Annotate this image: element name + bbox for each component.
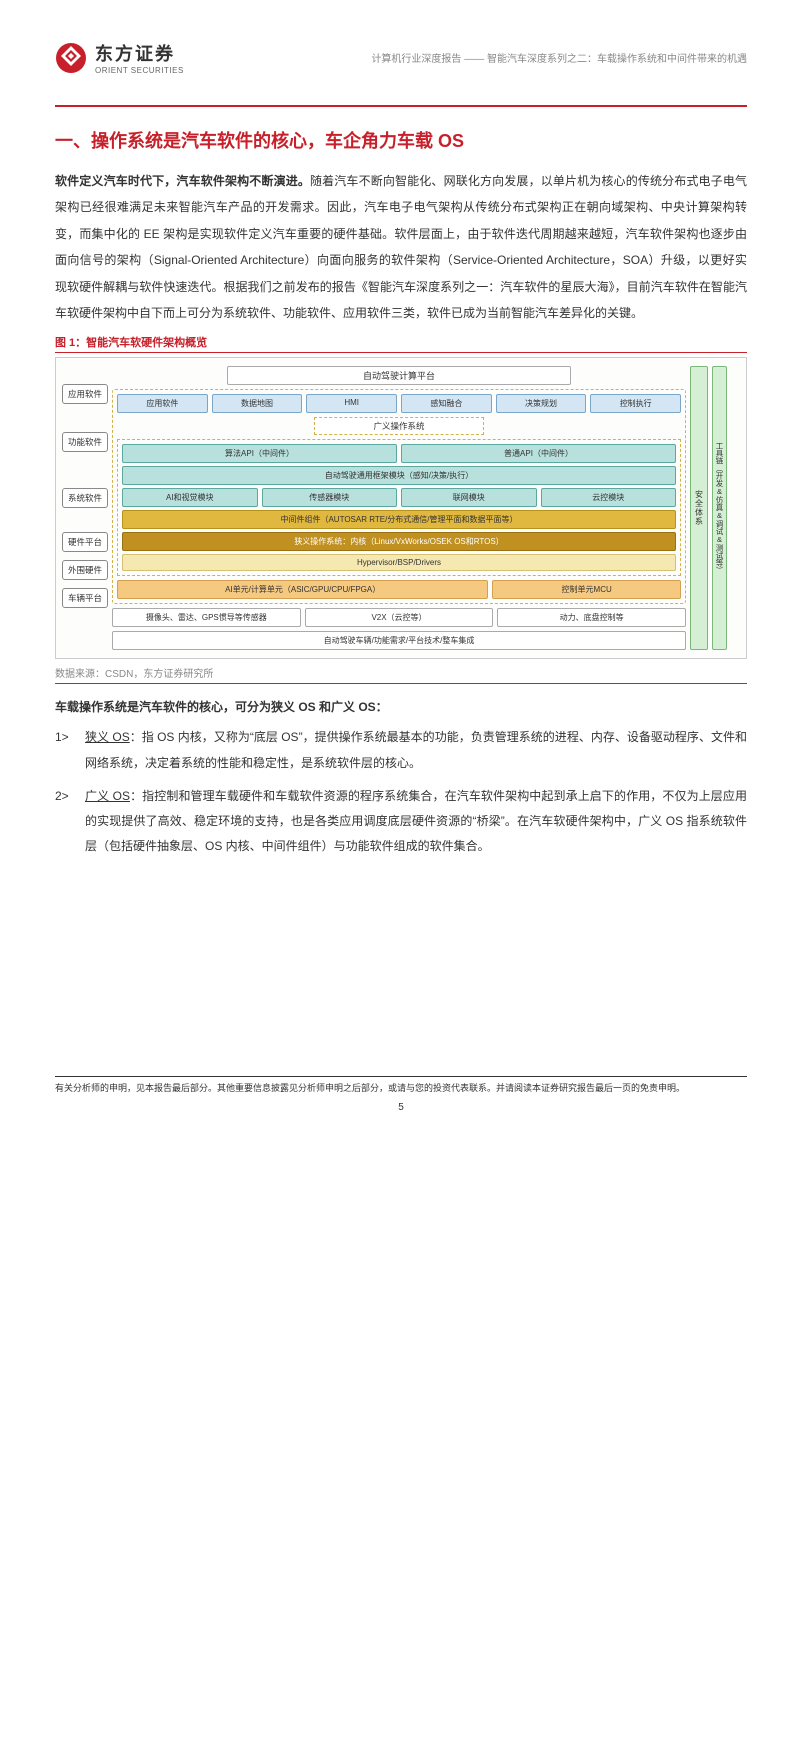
section-title: 一、操作系统是汽车软件的核心，车企角力车载 OS (55, 127, 747, 153)
figure-1-title: 图 1：智能汽车软硬件架构概览 (55, 334, 747, 353)
app-box: 决策规划 (496, 394, 587, 413)
page-header: 东方证券 ORIENT SECURITIES 计算机行业深度报告 —— 智能汽车… (55, 40, 747, 75)
func-box: 传感器模块 (262, 488, 398, 507)
logo-text-cn: 东方证券 (95, 40, 184, 66)
label-hw: 硬件平台 (62, 532, 108, 552)
func-box: AI和视觉模块 (122, 488, 258, 507)
list-item-2: 2> 广义 OS：指控制和管理车载硬件和车载软件资源的程序系统集合，在汽车软件架… (55, 784, 747, 860)
func-box: 联网模块 (401, 488, 537, 507)
para1-body: 随着汽车不断向智能化、网联化方向发展，以单片机为核心的传统分布式电子电气架构已经… (55, 174, 747, 320)
footer-disclaimer: 有关分析师的申明，见本报告最后部分。其他重要信息披露见分析师申明之后部分，或请与… (55, 1081, 747, 1094)
label-veh: 车辆平台 (62, 588, 108, 608)
ext-box: 动力、底盘控制等 (497, 608, 686, 627)
platform-title: 自动驾驶计算平台 (227, 366, 571, 385)
page-number: 5 (55, 1102, 747, 1113)
func-row-3: AI和视觉模块 传感器模块 联网模块 云控模块 (122, 488, 676, 507)
diagram-right-col-1: 安全体系 (690, 366, 708, 650)
list-num: 1> (55, 725, 75, 775)
list-underline: 狭义 OS (85, 730, 130, 744)
toolchain-col: 工具链（开发&仿真&调试&测试等） (712, 366, 727, 650)
app-row: 应用软件 数据地图 HMI 感知融合 决策规划 控制执行 (117, 394, 681, 413)
logo-text-en: ORIENT SECURITIES (95, 66, 184, 75)
figure-1-source: 数据来源：CSDN，东方证券研究所 (55, 665, 747, 684)
sys-row-1: 中间件组件（AUTOSAR RTE/分布式通信/管理平面和数据平面等） (122, 510, 676, 529)
list-item-1: 1> 狭义 OS：指 OS 内核，又称为“底层 OS”，提供操作系统最基本的功能… (55, 725, 747, 775)
header-subtitle: 计算机行业深度报告 —— 智能汽车深度系列之二：车载操作系统和中间件带来的机遇 (371, 50, 747, 65)
diagram-main: 自动驾驶计算平台 应用软件 数据地图 HMI 感知融合 决策规划 控制执行 广义… (112, 366, 686, 650)
page-footer: 有关分析师的申明，见本报告最后部分。其他重要信息披露见分析师申明之后部分，或请与… (55, 1076, 747, 1113)
app-box: 应用软件 (117, 394, 208, 413)
top-red-rule (55, 105, 747, 107)
func-box: 云控模块 (541, 488, 677, 507)
hw-row: AI单元/计算单元（ASIC/GPU/CPU/FPGA） 控制单元MCU (117, 580, 681, 599)
app-box: 感知融合 (401, 394, 492, 413)
diagram-row-labels: 应用软件 功能软件 系统软件 硬件平台 外围硬件 车辆平台 (62, 366, 108, 650)
list-num: 2> (55, 784, 75, 860)
ext-row: 摄像头、雷达、GPS惯导等传感器 V2X（云控等） 动力、底盘控制等 (112, 608, 686, 627)
logo-icon (55, 42, 87, 74)
sys-row-3: Hypervisor/BSP/Drivers (122, 554, 676, 571)
figure-1-diagram: 应用软件 功能软件 系统软件 硬件平台 外围硬件 车辆平台 自动驾驶计算平台 应… (55, 357, 747, 659)
paragraph-1: 软件定义汽车时代下，汽车软件架构不断演进。随着汽车不断向智能化、网联化方向发展，… (55, 168, 747, 326)
app-box: HMI (306, 394, 397, 413)
app-box: 控制执行 (590, 394, 681, 413)
hw-box: 控制单元MCU (492, 580, 681, 599)
app-box: 数据地图 (212, 394, 303, 413)
label-func: 功能软件 (62, 432, 108, 452)
ext-box: 摄像头、雷达、GPS惯导等传感器 (112, 608, 301, 627)
func-row-1: 算法API（中间件） 普通API（中间件） (122, 444, 676, 463)
label-sys: 系统软件 (62, 488, 108, 508)
para1-bold: 软件定义汽车时代下，汽车软件架构不断演进。 (55, 174, 310, 188)
gy-os-wrap: 算法API（中间件） 普通API（中间件） 自动驾驶通用框架模块（感知/决策/执… (117, 439, 681, 576)
gy-os-title: 广义操作系统 (314, 417, 483, 435)
list-text: ：指 OS 内核，又称为“底层 OS”，提供操作系统最基本的功能，负责管理系统的… (85, 730, 747, 769)
platform-wrap: 应用软件 数据地图 HMI 感知融合 决策规划 控制执行 广义操作系统 算法AP… (112, 389, 686, 604)
sys-row-2: 狭义操作系统：内核（Linux/VxWorks/OSEK OS和RTOS） (122, 532, 676, 551)
veh-row: 自动驾驶车辆/功能需求/平台技术/整车集成 (112, 631, 686, 650)
list-text: ：指控制和管理车载硬件和车载软件资源的程序系统集合，在汽车软件架构中起到承上启下… (85, 789, 747, 853)
func-row-2: 自动驾驶通用框架模块（感知/决策/执行） (122, 466, 676, 485)
logo: 东方证券 ORIENT SECURITIES (55, 40, 184, 75)
label-ext: 外围硬件 (62, 560, 108, 580)
func-box: 普通API（中间件） (401, 444, 676, 463)
label-app: 应用软件 (62, 384, 108, 404)
ext-box: V2X（云控等） (305, 608, 494, 627)
list-underline: 广义 OS (85, 789, 130, 803)
diagram-right-col-2: 工具链（开发&仿真&调试&测试等） (712, 366, 740, 650)
hw-box: AI单元/计算单元（ASIC/GPU/CPU/FPGA） (117, 580, 488, 599)
safety-col: 安全体系 (690, 366, 708, 650)
footer-rule (55, 1076, 747, 1077)
func-box: 算法API（中间件） (122, 444, 397, 463)
para2-bold: 车载操作系统是汽车软件的核心，可分为狭义 OS 和广义 OS： (55, 698, 747, 715)
